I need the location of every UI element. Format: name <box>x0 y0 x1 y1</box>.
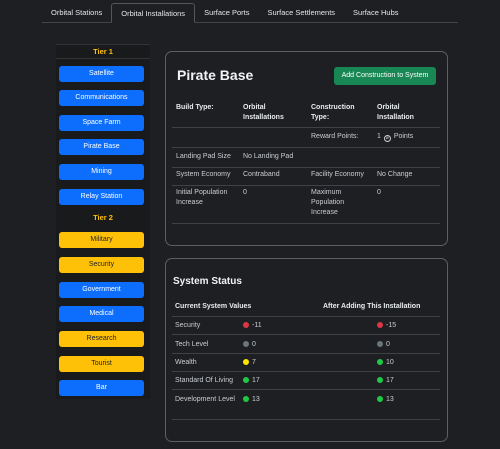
sidebar-item-relay-station[interactable]: Relay Station <box>59 189 144 205</box>
after-value: 10 <box>377 358 394 368</box>
landing-pad-label: Landing Pad Size <box>176 153 231 160</box>
initial-population-label: Initial Population Increase <box>176 189 228 206</box>
tier-2-heading: Tier 2 <box>93 213 113 222</box>
construction-detail-card: Pirate Base Add Construction to System B… <box>165 51 448 246</box>
tab-surface-hubs[interactable]: Surface Hubs <box>353 8 399 17</box>
current-value: 0 <box>243 340 256 350</box>
current-value: 13 <box>243 395 260 405</box>
coin-icon: ⌀ <box>383 135 391 142</box>
row-divider <box>172 419 440 420</box>
sidebar-item-research[interactable]: Research <box>59 331 144 347</box>
sidebar-item-medical[interactable]: Medical <box>59 306 144 322</box>
reward-points-value: 1 ⌀ Points <box>377 132 413 142</box>
tier-1-heading: Tier 1 <box>56 44 150 59</box>
maximum-population-label: Maximum Population Increase <box>311 189 345 216</box>
row-divider <box>172 147 440 148</box>
after-value: -15 <box>377 321 396 331</box>
status-dot-icon <box>243 376 249 383</box>
status-dot-icon <box>377 340 383 347</box>
sidebar-item-satellite[interactable]: Satellite <box>59 66 144 82</box>
status-dot-icon <box>243 395 249 402</box>
current-values-header: Current System Values <box>175 303 252 310</box>
status-dot-icon <box>243 321 249 328</box>
facility-economy-value: No Change <box>377 171 413 178</box>
status-label: Standard Of Living <box>175 377 233 384</box>
status-dot-icon <box>377 395 383 402</box>
tab-orbital-installations[interactable]: Orbital Installations <box>111 3 196 23</box>
facility-economy-label: Facility Economy <box>311 171 364 178</box>
reward-points-unit: Points <box>393 133 414 140</box>
row-divider <box>172 334 440 335</box>
status-dot-icon <box>377 321 383 328</box>
reward-points-number: 1 <box>377 133 381 140</box>
landing-pad-value: No Landing Pad <box>243 153 294 160</box>
status-label: Wealth <box>175 359 197 366</box>
sidebar-item-mining[interactable]: Mining <box>59 164 144 180</box>
tab-bar: Orbital Stations Orbital Installations S… <box>42 3 458 23</box>
row-divider <box>172 185 440 186</box>
system-status-card: System Status Current System Values Afte… <box>165 258 448 442</box>
row-divider <box>172 167 440 168</box>
sidebar-item-communications[interactable]: Communications <box>59 90 144 106</box>
system-status-title: System Status <box>173 276 242 287</box>
build-type-value: Orbital Installations <box>243 104 284 121</box>
row-divider <box>172 127 440 128</box>
after-value: 13 <box>377 395 394 405</box>
current-value: 17 <box>243 376 260 386</box>
current-value: -11 <box>243 321 262 331</box>
current-value: 7 <box>243 358 256 368</box>
row-divider <box>172 353 440 354</box>
sidebar: Tier 1 Satellite Communications Space Fa… <box>56 44 150 399</box>
status-dot-icon <box>377 376 383 383</box>
reward-points-label: Reward Points: <box>311 133 359 140</box>
maximum-population-value: 0 <box>377 189 381 196</box>
construction-type-label: Construction Type: <box>311 104 355 121</box>
add-construction-button[interactable]: Add Construction to System <box>334 67 436 85</box>
status-label: Development Level <box>175 396 235 403</box>
after-values-header: After Adding This Installation <box>323 303 421 310</box>
status-dot-icon <box>243 340 249 347</box>
page-title: Pirate Base <box>177 67 254 83</box>
row-divider <box>172 223 440 224</box>
tab-surface-ports[interactable]: Surface Ports <box>204 8 250 17</box>
status-label: Tech Level <box>175 341 209 348</box>
status-dot-icon <box>243 358 249 365</box>
status-dot-icon <box>377 358 383 365</box>
row-divider <box>172 389 440 390</box>
tab-surface-settlements[interactable]: Surface Settlements <box>267 8 336 17</box>
after-value: 0 <box>377 340 390 350</box>
row-divider <box>172 371 440 372</box>
initial-population-value: 0 <box>243 189 247 196</box>
sidebar-item-military[interactable]: Military <box>59 232 144 248</box>
tab-orbital-stations[interactable]: Orbital Stations <box>51 8 103 17</box>
system-economy-value: Contraband <box>243 171 280 178</box>
sidebar-item-bar[interactable]: Bar <box>59 380 144 396</box>
sidebar-item-pirate-base[interactable]: Pirate Base <box>59 139 144 155</box>
sidebar-item-space-farm[interactable]: Space Farm <box>59 115 144 131</box>
build-type-label: Build Type: <box>176 104 214 111</box>
row-divider <box>172 316 440 317</box>
construction-type-value: Orbital Installation <box>377 104 414 121</box>
sidebar-item-tourist[interactable]: Tourist <box>59 356 144 372</box>
system-economy-label: System Economy <box>176 171 231 178</box>
after-value: 17 <box>377 376 394 386</box>
sidebar-item-security[interactable]: Security <box>59 257 144 273</box>
status-label: Security <box>175 322 201 329</box>
sidebar-item-government[interactable]: Government <box>59 282 144 298</box>
